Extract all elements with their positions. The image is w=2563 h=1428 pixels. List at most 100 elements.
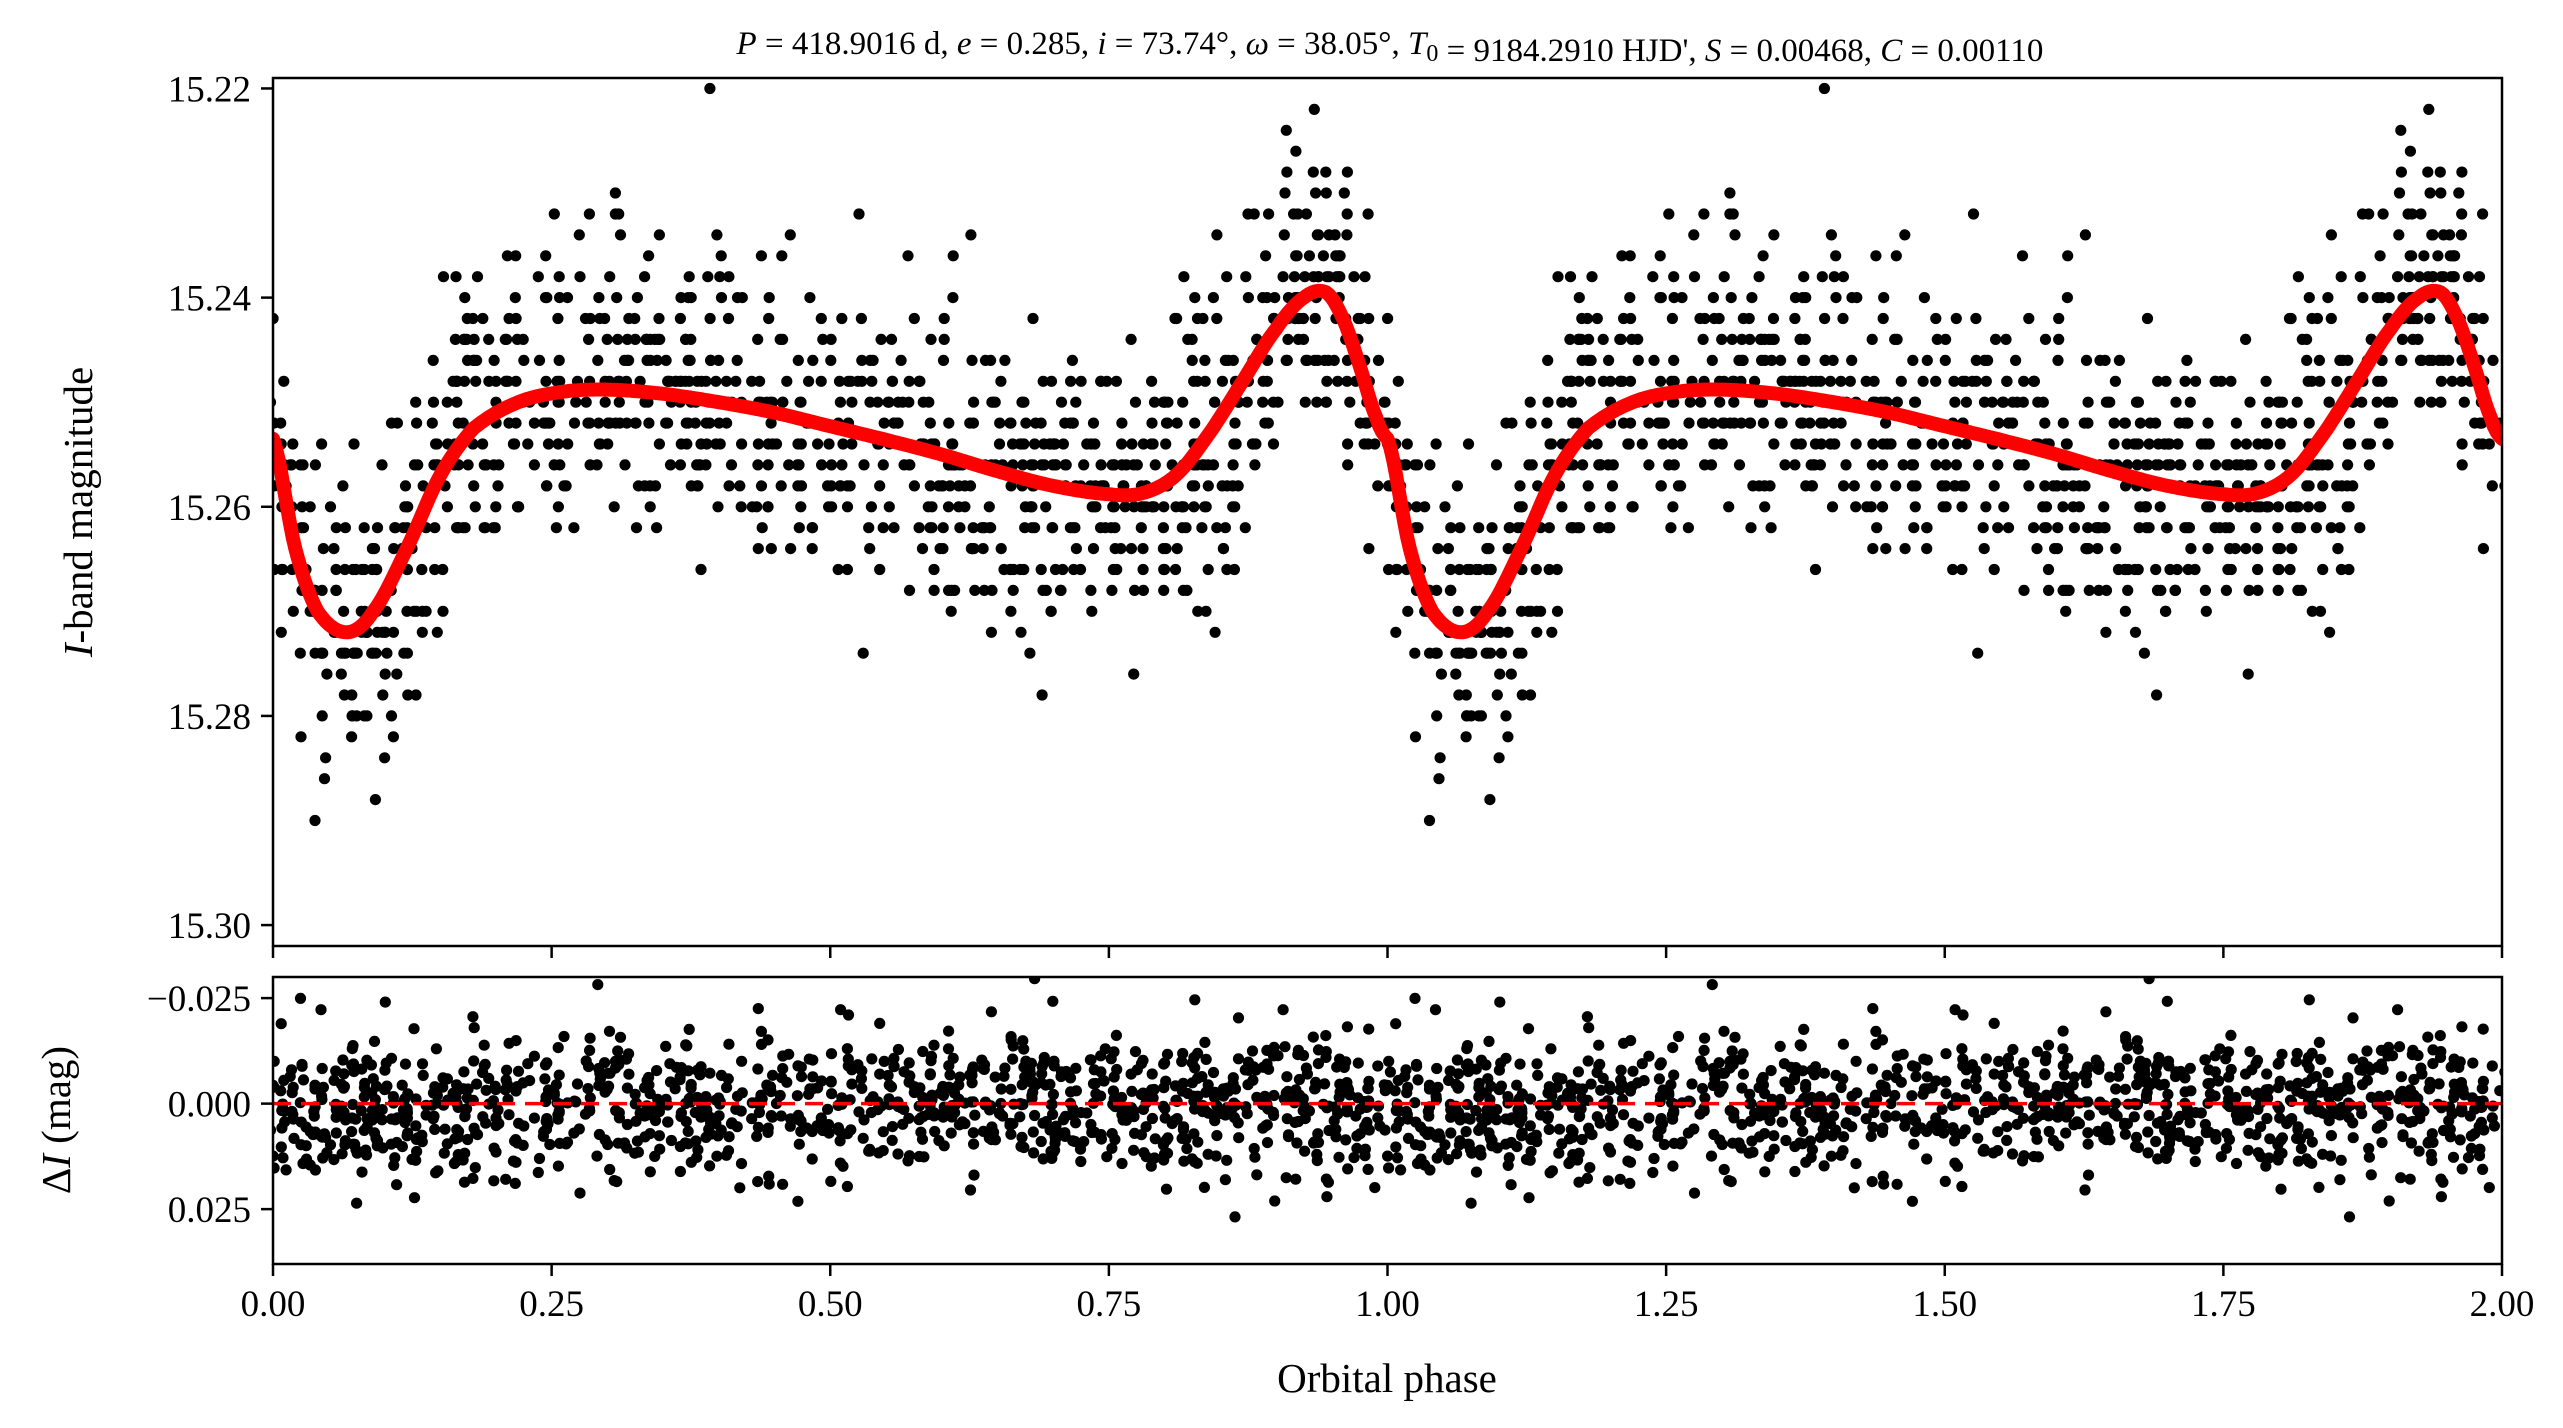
residual-point [2130, 1131, 2143, 1143]
residual-point [1422, 1105, 1434, 1118]
residual-point [644, 1166, 656, 1178]
residual-point [451, 1079, 463, 1091]
residual-point [1017, 1035, 1029, 1047]
residual-point [603, 1080, 615, 1092]
residual-point [2184, 1062, 2196, 1074]
residual-point [2204, 1088, 2216, 1100]
residual-point [1491, 1104, 1503, 1116]
data-point [720, 375, 733, 387]
residual-point [2040, 1089, 2052, 1101]
light-curve-x-ticks [271, 946, 2504, 958]
y-tick-label: 15.30 [168, 906, 251, 947]
residual-point [1891, 1050, 1903, 1062]
data-point [1125, 543, 1137, 555]
residual-point [1790, 1107, 1802, 1119]
data-point [2240, 438, 2252, 450]
residual-point [2427, 1058, 2439, 1070]
data-point [1207, 292, 1219, 304]
residual-point [1667, 1042, 1679, 1054]
data-point [1180, 522, 1192, 534]
data-point [1277, 271, 1289, 283]
data-point [1615, 375, 1627, 387]
data-point [1970, 312, 1982, 325]
residual-point [2082, 1096, 2094, 1108]
residual-point [1655, 1113, 1667, 1125]
residual-point [621, 1082, 634, 1094]
residual-point [1095, 1129, 1107, 1141]
residual-point [1269, 1195, 1281, 1207]
residual-point [807, 1071, 819, 1083]
residual-point [964, 1069, 976, 1081]
residual-point [416, 1058, 429, 1070]
residual-point [1939, 1175, 1951, 1187]
data-point [2061, 292, 2073, 304]
data-point [2220, 522, 2232, 534]
data-point [995, 543, 1007, 555]
data-point [1126, 438, 1138, 450]
data-point [1714, 396, 1726, 408]
residual-point [2376, 1137, 2388, 1149]
data-point [735, 501, 747, 513]
residual-point [2060, 1127, 2072, 1139]
data-point [1095, 459, 1107, 471]
data-point [2395, 124, 2407, 136]
data-point [966, 354, 978, 366]
residual-point [1838, 1131, 1850, 1143]
data-point [2456, 459, 2468, 471]
data-point [660, 417, 672, 429]
residual-point [704, 1067, 716, 1079]
data-point [1219, 522, 1231, 534]
data-point [1564, 333, 1576, 345]
residual-point [903, 1057, 915, 1069]
data-point [846, 396, 858, 408]
data-point [441, 396, 453, 408]
residual-point [933, 1135, 945, 1147]
residual-point [1064, 1072, 1077, 1084]
residual-point [2223, 1071, 2235, 1083]
data-point [1908, 522, 1920, 534]
residual-point [2001, 1134, 2013, 1146]
residual-point [680, 1039, 692, 1051]
data-point [1716, 333, 1728, 345]
data-point [845, 375, 857, 387]
residual-point [775, 1110, 787, 1122]
residual-point [1658, 1138, 1670, 1151]
data-point [1176, 501, 1188, 513]
residual-point [1531, 1058, 1543, 1070]
data-point [542, 417, 554, 429]
data-point [834, 396, 847, 408]
data-point [1878, 292, 1890, 304]
residual-point [1312, 1058, 1324, 1070]
residual-point [1209, 1086, 1221, 1098]
data-point [568, 522, 580, 534]
residual-point [1876, 1126, 1889, 1138]
data-point [599, 396, 611, 408]
data-point [416, 626, 428, 638]
data-point [532, 271, 544, 283]
y-label-text: (mag) [33, 1046, 79, 1154]
residual-point [1564, 1091, 1577, 1103]
data-point [317, 543, 329, 555]
data-point [765, 417, 777, 429]
residual-point [1718, 1163, 1730, 1176]
data-point [888, 417, 900, 429]
residual-point [762, 1034, 774, 1046]
data-point [370, 563, 382, 576]
data-point [2100, 396, 2112, 408]
data-point [2252, 501, 2264, 513]
residual-point [2031, 1133, 2043, 1145]
data-point [754, 375, 766, 387]
data-point [351, 647, 363, 659]
residual-point [1474, 1144, 1486, 1156]
data-point [2306, 375, 2318, 387]
residual-point [2343, 1111, 2355, 1124]
data-point [833, 375, 846, 387]
residual-point [1921, 1125, 1933, 1138]
data-point [695, 563, 707, 576]
residual-point [1798, 1023, 1810, 1035]
residual-point [735, 1158, 748, 1170]
data-point [2222, 459, 2235, 471]
data-point [631, 292, 644, 304]
residual-point [685, 1156, 697, 1168]
